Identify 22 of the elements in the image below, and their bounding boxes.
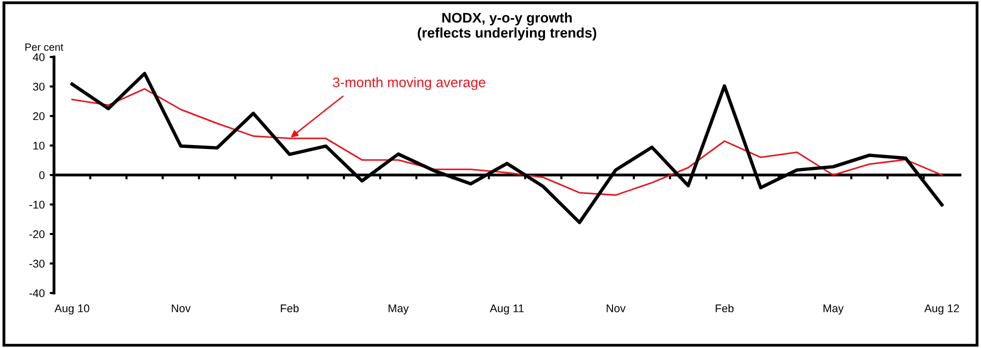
- y-tick-label: 30: [33, 82, 45, 91]
- x-tick-label: Aug 11: [490, 304, 524, 314]
- y-axis-title: Per cent: [25, 44, 64, 51]
- x-tick-label: Aug 12: [924, 304, 959, 314]
- text: 3-month moving average: [332, 77, 486, 90]
- y-tick-label: 0: [39, 171, 45, 180]
- x-tick-label: Feb: [280, 304, 299, 312]
- y-tick-label: 40: [32, 53, 45, 62]
- y-tick-label: 20: [33, 112, 45, 120]
- x-tick-label: May: [824, 304, 844, 314]
- y-tick-label: 10: [33, 142, 45, 150]
- y-tick-label: -30: [29, 260, 45, 268]
- y-tick-label: -10: [29, 200, 45, 209]
- y-tick-label: -20: [29, 230, 45, 238]
- chart-title: NODX, y-o-y growth (reflects underlying trends): [418, 12, 596, 40]
- line-series: [71, 88, 943, 196]
- x-tick-label: May: [388, 304, 409, 314]
- x-tick-label: Nov: [606, 304, 626, 312]
- y-tick-label: -40: [29, 289, 45, 298]
- x-tick-label: Nov: [172, 304, 191, 312]
- x-tick-label: Feb: [716, 304, 734, 312]
- x-tick-label: Aug 10: [54, 304, 90, 314]
